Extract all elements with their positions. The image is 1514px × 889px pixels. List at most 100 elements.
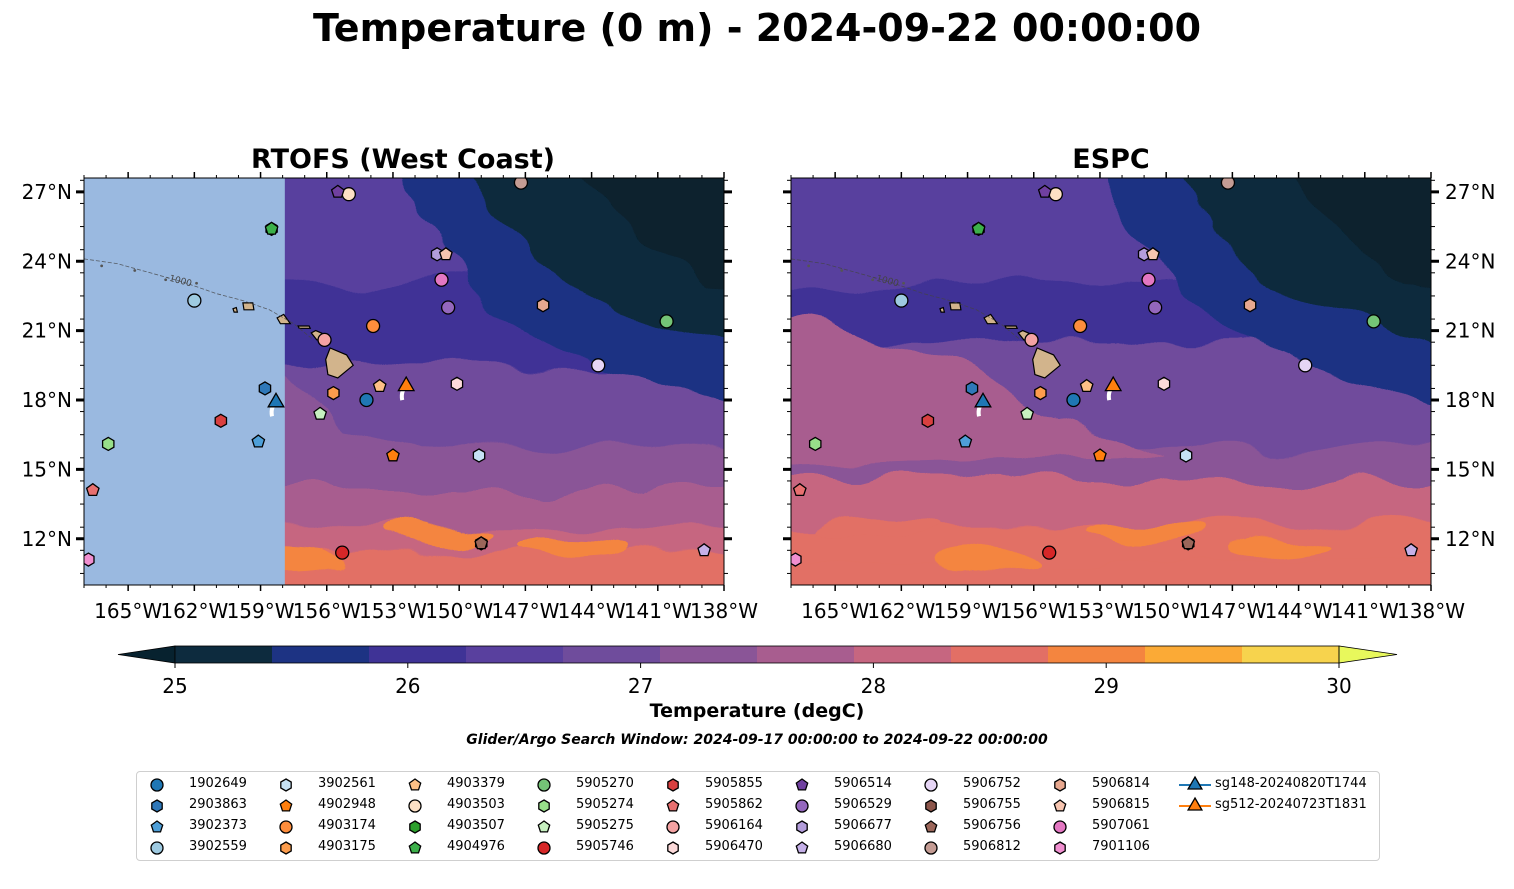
legend-label: 3902373 (189, 818, 247, 833)
lat-tick-label: 21°N (1445, 319, 1495, 343)
platform-marker-5906529 (1147, 300, 1163, 315)
legend-label: 4904976 (447, 839, 505, 854)
platform-marker-1902649 (359, 392, 374, 408)
platform-marker-5907061 (434, 272, 449, 287)
colorbar: 25 26 27 28 29 30 (117, 645, 1398, 698)
platform-marker-5905746 (1042, 545, 1057, 560)
platform-marker-3902373 (958, 434, 973, 448)
colorbar-segment (563, 646, 661, 663)
lat-tick-label: 24°N (1445, 249, 1495, 273)
platform-marker-4903175 (1034, 385, 1047, 401)
lat-tick-label: 24°N (22, 249, 72, 273)
platform-marker-5905270 (1366, 314, 1381, 329)
lon-tick-label: 162°W (867, 599, 935, 623)
legend-label: 5906812 (963, 839, 1021, 854)
legend-marker-icon (279, 799, 293, 812)
lat-tick-label: 12°N (22, 527, 72, 551)
platform-marker-5906756 (1181, 536, 1196, 550)
colorbar-tick-label: 30 (1326, 674, 1351, 698)
legend-label: 7901106 (1092, 839, 1150, 854)
colorbar-segment (175, 646, 273, 663)
lon-tick-label: 159°W (227, 599, 295, 623)
colorbar-segment (951, 646, 1049, 663)
legend-label: 4902948 (318, 797, 376, 812)
legend-label: 3902559 (189, 839, 247, 854)
legend-label: 5906680 (834, 839, 892, 854)
platform-marker-5906470 (450, 376, 464, 392)
platform-marker-4903174 (365, 318, 381, 334)
platform-marker-4903174 (1072, 318, 1088, 334)
colorbar-segment (272, 646, 370, 663)
legend-marker-icon (924, 778, 938, 792)
lat-tick-label: 18°N (1445, 388, 1495, 412)
legend-marker-icon (924, 841, 938, 855)
glider-marker-sg148-20240820T1744 (267, 392, 285, 408)
legend-label: 5906470 (705, 839, 763, 854)
platform-marker-5906752 (1298, 358, 1313, 373)
lon-tick-label: 141°W (1331, 599, 1399, 623)
legend-marker-icon (408, 778, 422, 791)
platform-marker-4903175 (327, 385, 340, 401)
legend-marker-icon (408, 799, 422, 813)
legend-label: 3902561 (318, 776, 376, 791)
platform-marker-5905274 (101, 436, 115, 452)
legend-marker-icon (924, 820, 938, 833)
legend-label: sg148-20240820T1744 (1215, 776, 1367, 791)
colorbar-segment (466, 646, 564, 663)
lon-tick-label: 138°W (690, 599, 758, 623)
legend-label: 5905274 (576, 797, 634, 812)
legend-label: 4903503 (447, 797, 505, 812)
platform-marker-5905270 (659, 314, 674, 329)
legend-marker-icon (280, 841, 292, 855)
legend-label: 5906756 (963, 818, 1021, 833)
platform-marker-5906470 (1157, 376, 1171, 392)
platform-marker-5906812 (1220, 178, 1236, 190)
lon-tick-label: 138°W (1397, 599, 1465, 623)
legend-label: 5906164 (705, 818, 763, 833)
colorbar-tick-label: 27 (628, 674, 653, 698)
legend-marker-icon (150, 841, 164, 855)
legend-label: 4903379 (447, 776, 505, 791)
platform-marker-4902948 (386, 448, 400, 462)
legend-label: 4903174 (318, 818, 376, 833)
legend-label: sg512-20240723T1831 (1215, 797, 1367, 812)
glider-marker-sg512-20240723T1831 (1104, 375, 1123, 392)
legend-marker-icon (279, 820, 293, 834)
lon-tick-label: 156°W (293, 599, 361, 623)
platform-marker-5906752 (591, 358, 606, 373)
lat-tick-label: 15°N (1445, 457, 1495, 481)
legend-marker-icon (667, 841, 679, 855)
lon-tick-label: 147°W (1198, 599, 1266, 623)
platform-marker-5906680 (1404, 542, 1419, 557)
platform-marker-5905855 (214, 413, 228, 429)
colorbar-segment (369, 646, 467, 663)
legend-marker-icon (1179, 796, 1211, 811)
platform-marker-5906514 (330, 184, 345, 198)
platform-marker-5906529 (440, 300, 456, 315)
lat-tick-label: 21°N (22, 319, 72, 343)
platform-legend: 1902649 2903863 3902373 3902559 3902561 49029… (136, 771, 1380, 861)
platform-marker-5906815 (438, 246, 453, 261)
colorbar-segment (1048, 646, 1146, 663)
platform-marker-5906680 (697, 542, 712, 557)
platform-marker-4904976 (264, 221, 279, 235)
platform-marker-5906814 (536, 297, 550, 313)
figure-title: Temperature (0 m) - 2024-09-22 00:00:00 (312, 6, 1202, 50)
legend-marker-icon (151, 799, 163, 813)
lon-tick-label: 144°W (558, 599, 626, 623)
platform-marker-5907061 (1141, 272, 1156, 287)
legend-marker-icon (409, 820, 421, 834)
platform-marker-3902561 (472, 448, 486, 463)
search-window-text: Glider/Argo Search Window: 2024-09-17 00… (466, 732, 1048, 748)
platform-marker-5905746 (335, 545, 350, 560)
legend-marker-icon (537, 820, 551, 833)
panel-title-espc: ESPC (1072, 144, 1150, 175)
legend-label: 1902649 (189, 776, 247, 791)
colorbar-segment (757, 646, 855, 663)
legend-marker-icon (796, 820, 808, 834)
legend-label: 5905862 (705, 797, 763, 812)
lon-tick-label: 165°W (94, 599, 162, 623)
legend-marker-icon (150, 820, 164, 833)
platform-marker-5906814 (1243, 297, 1257, 313)
legend-marker-icon (537, 778, 551, 792)
